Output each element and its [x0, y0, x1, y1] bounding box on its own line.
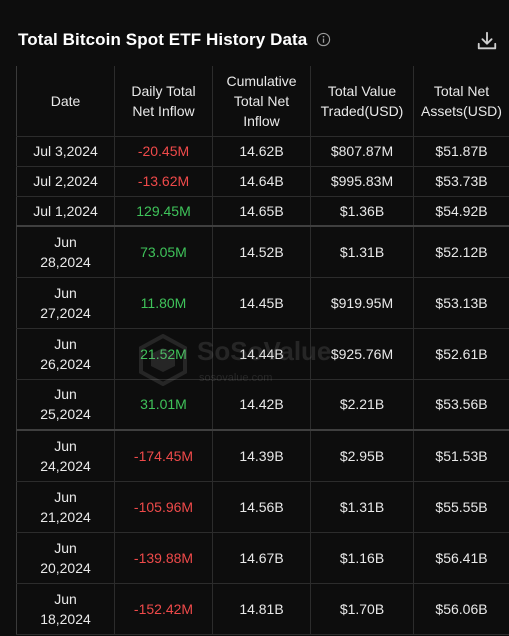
cell-cumulative-net-inflow: 14.45B [212, 277, 311, 329]
cell-cumulative-net-inflow: 14.52B [212, 225, 311, 278]
cell-total-value-traded: $1.70B [310, 583, 414, 635]
cell-daily-net-inflow: 31.01M [114, 379, 213, 431]
cell-total-value-traded: $1.31B [310, 481, 414, 533]
cell-total-net-assets: $56.06B [413, 583, 509, 635]
cell-total-value-traded: $1.31B [310, 225, 414, 278]
info-circle-icon[interactable] [316, 32, 331, 47]
download-icon[interactable] [476, 30, 498, 52]
cell-date: Jul 3,2024 [16, 136, 115, 167]
table-row: Jun 25,2024 31.01M 14.42B $2.21B $53.56B [16, 379, 509, 431]
table-row: Jul 3,2024 -20.45M 14.62B $807.87M $51.87B [16, 136, 509, 167]
cell-total-net-assets: $54.92B [413, 196, 509, 227]
cell-cumulative-net-inflow: 14.56B [212, 481, 311, 533]
cell-total-net-assets: $52.12B [413, 225, 509, 278]
cell-cumulative-net-inflow: 14.65B [212, 196, 311, 227]
cell-cumulative-net-inflow: 14.62B [212, 136, 311, 167]
column-header-cumulative-net-inflow[interactable]: Cumulative Total Net Inflow [212, 66, 311, 137]
cell-total-value-traded: $807.87M [310, 136, 414, 167]
cell-daily-net-inflow: 73.05M [114, 225, 213, 278]
cell-total-value-traded: $919.95M [310, 277, 414, 329]
table-row: Jul 2,2024 -13.62M 14.64B $995.83M $53.73B [16, 166, 509, 197]
cell-daily-net-inflow: -105.96M [114, 481, 213, 533]
cell-daily-net-inflow: -174.45M [114, 429, 213, 482]
cell-date: Jun 26,2024 [16, 328, 115, 380]
cell-date: Jun 27,2024 [16, 277, 115, 329]
table-row: Jun 28,2024 73.05M 14.52B $1.31B $52.12B [16, 225, 509, 278]
cell-daily-net-inflow: 21.52M [114, 328, 213, 380]
cell-cumulative-net-inflow: 14.67B [212, 532, 311, 584]
table-row: Jun 18,2024 -152.42M 14.81B $1.70B $56.06B [16, 583, 509, 635]
cell-total-value-traded: $1.36B [310, 196, 414, 227]
cell-cumulative-net-inflow: 14.81B [212, 583, 311, 635]
cell-total-net-assets: $51.87B [413, 136, 509, 167]
cell-cumulative-net-inflow: 14.64B [212, 166, 311, 197]
cell-total-net-assets: $55.55B [413, 481, 509, 533]
cell-date: Jul 1,2024 [16, 196, 115, 227]
cell-total-value-traded: $995.83M [310, 166, 414, 197]
cell-daily-net-inflow: -20.45M [114, 136, 213, 167]
column-header-total-value-traded[interactable]: Total Value Traded(USD) [310, 66, 414, 137]
panel-header: Total Bitcoin Spot ETF History Data [0, 0, 509, 66]
cell-total-value-traded: $2.21B [310, 379, 414, 431]
cell-daily-net-inflow: -139.88M [114, 532, 213, 584]
cell-daily-net-inflow: -13.62M [114, 166, 213, 197]
cell-date: Jun 20,2024 [16, 532, 115, 584]
table-row: Jun 20,2024 -139.88M 14.67B $1.16B $56.41B [16, 532, 509, 584]
cell-total-net-assets: $53.13B [413, 277, 509, 329]
cell-total-net-assets: $53.56B [413, 379, 509, 431]
table-row: Jun 27,2024 11.80M 14.45B $919.95M $53.13B [16, 277, 509, 329]
table-row: Jun 21,2024 -105.96M 14.56B $1.31B $55.55B [16, 481, 509, 533]
cell-date: Jun 25,2024 [16, 379, 115, 431]
cell-date: Jun 24,2024 [16, 429, 115, 482]
cell-daily-net-inflow: 129.45M [114, 196, 213, 227]
table-row: Jun 24,2024 -174.45M 14.39B $2.95B $51.53B [16, 429, 509, 482]
cell-daily-net-inflow: -152.42M [114, 583, 213, 635]
table-row: Jul 1,2024 129.45M 14.65B $1.36B $54.92B [16, 196, 509, 227]
column-header-daily-net-inflow[interactable]: Daily Total Net Inflow [114, 66, 213, 137]
cell-date: Jun 28,2024 [16, 225, 115, 278]
cell-date: Jul 2,2024 [16, 166, 115, 197]
cell-total-net-assets: $53.73B [413, 166, 509, 197]
cell-daily-net-inflow: 11.80M [114, 277, 213, 329]
cell-date: Jun 18,2024 [16, 583, 115, 635]
cell-total-net-assets: $51.53B [413, 429, 509, 482]
cell-total-value-traded: $1.16B [310, 532, 414, 584]
cell-date: Jun 21,2024 [16, 481, 115, 533]
cell-total-value-traded: $925.76M [310, 328, 414, 380]
cell-cumulative-net-inflow: 14.42B [212, 379, 311, 431]
etf-history-table: Date Daily Total Net Inflow Cumulative T… [16, 66, 509, 636]
column-header-date[interactable]: Date [16, 66, 115, 137]
cell-total-net-assets: $56.41B [413, 532, 509, 584]
page-title: Total Bitcoin Spot ETF History Data [18, 30, 308, 49]
cell-cumulative-net-inflow: 14.44B [212, 328, 311, 380]
cell-total-value-traded: $2.95B [310, 429, 414, 482]
cell-total-net-assets: $52.61B [413, 328, 509, 380]
cell-cumulative-net-inflow: 14.39B [212, 429, 311, 482]
table-header-row: Date Daily Total Net Inflow Cumulative T… [16, 66, 509, 137]
column-header-total-net-assets[interactable]: Total Net Assets(USD) [413, 66, 509, 137]
table-row: Jun 26,2024 21.52M 14.44B $925.76M $52.61B [16, 328, 509, 380]
